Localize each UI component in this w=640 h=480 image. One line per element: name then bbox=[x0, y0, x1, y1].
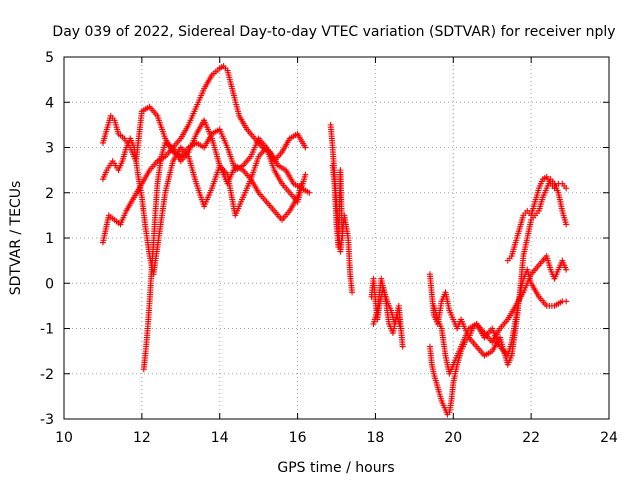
y-tick-label: 3 bbox=[45, 141, 54, 157]
series-11 bbox=[430, 253, 570, 377]
data-point-marker bbox=[298, 180, 305, 187]
y-tick-label: 0 bbox=[45, 276, 54, 292]
series-6 bbox=[329, 162, 346, 251]
x-tick-label: 16 bbox=[289, 430, 307, 446]
series-8 bbox=[370, 275, 404, 337]
data-point-marker bbox=[399, 343, 406, 350]
data-point-marker bbox=[563, 221, 570, 228]
y-tick-label: 2 bbox=[45, 186, 54, 202]
y-tick-label: 4 bbox=[45, 95, 54, 111]
series-4 bbox=[140, 117, 305, 373]
data-points bbox=[99, 63, 570, 418]
x-axis-label: GPS time / hours bbox=[277, 460, 394, 476]
data-point-marker bbox=[339, 235, 346, 241]
y-tick-label: -3 bbox=[40, 412, 54, 428]
x-tick-label: 22 bbox=[522, 430, 540, 446]
x-tick-label: 24 bbox=[600, 430, 618, 446]
y-tick-label: -1 bbox=[40, 322, 54, 338]
series-3 bbox=[99, 135, 309, 278]
data-point-marker bbox=[349, 289, 356, 296]
x-tick-label: 12 bbox=[133, 430, 151, 446]
x-tick-label: 14 bbox=[211, 430, 229, 446]
chart-title: Day 039 of 2022, Sidereal Day-to-day VTE… bbox=[52, 24, 615, 40]
series-12 bbox=[504, 173, 570, 264]
data-point-marker bbox=[397, 325, 404, 332]
x-tick-label: 10 bbox=[55, 430, 73, 446]
data-point-marker bbox=[563, 298, 570, 305]
y-axis-label: SDTVAR / TECUs bbox=[8, 181, 24, 296]
data-point-marker bbox=[563, 185, 570, 192]
x-tick-label: 20 bbox=[444, 430, 462, 446]
x-tick-label: 18 bbox=[367, 430, 385, 446]
y-tick-label: 1 bbox=[45, 231, 54, 247]
data-point-marker bbox=[306, 189, 313, 196]
series-10 bbox=[426, 176, 570, 368]
data-point-marker bbox=[563, 266, 570, 273]
y-tick-label: -2 bbox=[40, 367, 54, 383]
y-tick-label: 5 bbox=[45, 50, 54, 66]
data-point-marker bbox=[302, 144, 309, 151]
data-point-marker bbox=[302, 171, 309, 178]
